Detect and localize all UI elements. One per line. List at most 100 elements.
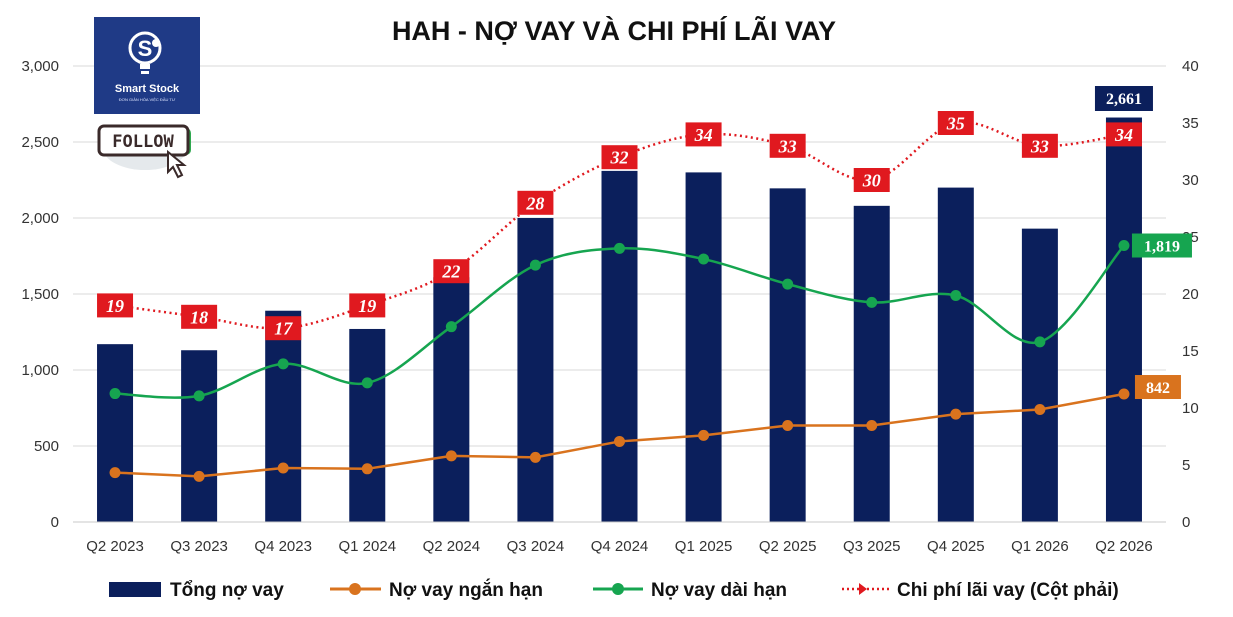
cost-label: 32 <box>610 148 629 168</box>
x-tick-label: Q4 2024 <box>591 538 649 555</box>
point-long-term-debt <box>866 296 878 308</box>
bar-total-debt <box>97 344 134 522</box>
cost-label-box <box>937 111 974 135</box>
y-left-tick-label: 1,500 <box>21 286 59 303</box>
point-long-term-debt <box>109 388 121 400</box>
cost-label: 28 <box>525 193 544 213</box>
y-right-tick-label: 5 <box>1182 457 1190 474</box>
bar-total-debt <box>601 170 638 522</box>
legend-marker-short <box>349 583 361 595</box>
cost-label: 33 <box>1030 136 1049 156</box>
y-right-tick-label: 20 <box>1182 286 1199 303</box>
x-tick-label: Q1 2025 <box>675 538 733 555</box>
cost-label: 19 <box>358 296 376 316</box>
point-short-term-debt <box>698 429 710 441</box>
cost-label-box <box>1021 133 1058 158</box>
follow-button[interactable] <box>97 124 190 157</box>
point-short-term-debt <box>109 467 121 479</box>
y-right-tick-label: 0 <box>1182 514 1190 531</box>
y-right-tick-label: 40 <box>1182 58 1199 75</box>
chart-title: HAH - NỢ VAY VÀ CHI PHÍ LÃI VAY <box>392 15 836 46</box>
cost-label-box <box>601 145 638 170</box>
cost-label: 17 <box>274 319 293 339</box>
x-tick-label: Q1 2024 <box>338 538 396 555</box>
legend: Tổng nợ vay Nợ vay ngắn hạn Nợ vay dài h… <box>109 579 1119 601</box>
point-short-term-debt <box>529 451 541 463</box>
bars-total-debt <box>97 117 1142 523</box>
y-left-tick-label: 500 <box>34 438 59 455</box>
point-long-term-debt <box>698 253 710 265</box>
y-left-tick-label: 2,000 <box>21 210 59 227</box>
bar-total-debt <box>1105 117 1142 522</box>
cost-label-box <box>97 293 134 318</box>
point-short-term-debt <box>445 450 457 462</box>
bar-total-debt <box>853 205 890 522</box>
cost-label: 30 <box>862 171 881 191</box>
point-long-term-debt <box>1034 336 1046 348</box>
cost-label: 34 <box>694 125 713 145</box>
point-long-term-debt <box>1118 240 1130 252</box>
point-long-term-debt <box>614 242 625 254</box>
cost-label: 22 <box>441 262 460 282</box>
bar-total-debt <box>685 172 722 522</box>
x-tick-label: Q3 2023 <box>170 538 228 555</box>
svg-text:S: S <box>138 36 153 61</box>
y-left-tick-label: 0 <box>51 514 59 531</box>
bar-total-debt <box>433 277 470 522</box>
long-term-last-label-box <box>1131 233 1192 258</box>
x-axis: Q2 2023 Q3 2023 Q4 2023 Q1 2024 Q2 2024 Q3 20… <box>86 538 1152 555</box>
legend-item-short: Nợ vay ngắn hạn <box>330 579 543 601</box>
logo-tagline: ĐƠN GIẢN HÓA VIỆC ĐẦU TƯ <box>119 97 176 102</box>
cost-label-box <box>853 168 890 192</box>
legend-marker-cost <box>859 583 867 595</box>
point-short-term-debt <box>1034 404 1046 416</box>
bar-total-debt <box>349 328 386 522</box>
total-debt-last-label-box <box>1094 86 1153 111</box>
bar-total-debt <box>181 350 218 522</box>
point-long-term-debt <box>361 377 373 389</box>
follow-label: FOLLOW <box>112 132 174 152</box>
point-short-term-debt <box>193 470 205 482</box>
cost-label: 19 <box>106 296 124 316</box>
y-left-tick-label: 3,000 <box>21 58 59 75</box>
legend-label-cost: Chi phí lãi vay (Cột phải) <box>897 580 1119 601</box>
bar-total-debt <box>265 310 302 522</box>
bar-total-debt <box>937 187 974 522</box>
cost-label: 35 <box>946 114 965 134</box>
x-tick-label: Q3 2024 <box>507 538 565 555</box>
data-labels: 19 18 17 19 22 28 32 34 33 30 35 33 34 2,661 1,819 842 <box>97 86 1192 400</box>
short-term-last-label-box <box>1134 375 1181 400</box>
point-long-term-debt <box>193 390 205 402</box>
x-tick-label: Q2 2023 <box>86 538 144 555</box>
y-axis-right: 0510152025303540 <box>1182 58 1199 531</box>
legend-label-total: Tổng nợ vay <box>170 580 284 601</box>
cost-label: 34 <box>1114 125 1133 145</box>
cost-label-box <box>181 304 218 329</box>
cost-label-box <box>769 133 806 158</box>
x-tick-label: Q4 2025 <box>927 538 985 555</box>
x-tick-label: Q2 2024 <box>423 538 481 555</box>
bar-total-debt <box>1021 228 1058 522</box>
total-debt-last-label: 2,661 <box>1106 91 1142 108</box>
point-short-term-debt <box>277 462 289 474</box>
cost-label-box <box>517 190 554 215</box>
y-right-tick-label: 15 <box>1182 343 1199 360</box>
cost-label-box <box>265 316 302 341</box>
point-long-term-debt <box>277 358 289 370</box>
x-tick-label: Q4 2023 <box>254 538 312 555</box>
cost-label: 33 <box>778 136 797 156</box>
point-short-term-debt <box>614 435 625 447</box>
point-short-term-debt <box>866 419 878 431</box>
point-short-term-debt <box>782 419 794 431</box>
y-right-tick-label: 10 <box>1182 400 1199 417</box>
x-tick-label: Q2 2026 <box>1095 538 1153 555</box>
follow-badge[interactable]: FOLLOW <box>97 124 191 179</box>
cost-label: 18 <box>190 307 208 327</box>
x-tick-label: Q3 2025 <box>843 538 901 555</box>
cost-label-box <box>433 259 470 284</box>
y-axis-left: 0 500 1,000 1,500 2,000 2,500 3,000 <box>21 58 59 531</box>
logo-name: Smart Stock <box>115 83 180 95</box>
y-left-tick-label: 1,000 <box>21 362 59 379</box>
point-short-term-debt <box>361 463 373 475</box>
